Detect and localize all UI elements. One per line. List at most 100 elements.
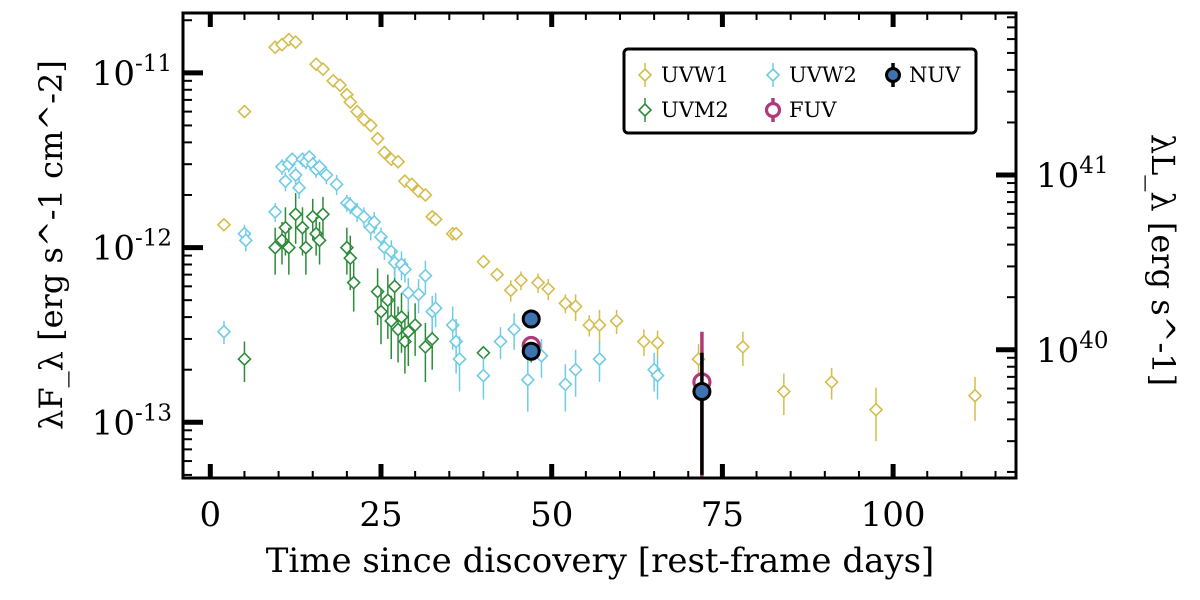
plot-area xyxy=(216,32,983,478)
point-uvm2-0 xyxy=(237,351,252,367)
point-uvw2-3 xyxy=(268,204,283,220)
point-uvw2-19 xyxy=(343,197,358,213)
series-nuv xyxy=(521,309,712,475)
point-uvm2-7 xyxy=(298,240,314,255)
legend-label-uvm2: UVM2 xyxy=(661,98,729,122)
point-uvw1-5 xyxy=(288,34,303,50)
point-uvw2-2 xyxy=(238,233,253,248)
legend-label-uvw1: UVW1 xyxy=(661,63,729,87)
point-nuv-0 xyxy=(521,309,541,329)
point-uvm2-13 xyxy=(343,251,358,266)
point-uvw1-9 xyxy=(332,78,348,93)
x-tick-label: 50 xyxy=(530,495,573,535)
point-uvw2-0 xyxy=(216,324,232,339)
point-uvm2-23 xyxy=(401,324,416,339)
point-uvw2-40 xyxy=(507,322,522,337)
legend-label-nuv: NUV xyxy=(909,63,961,87)
point-uvm2-19 xyxy=(387,279,402,294)
x-tick-label: 75 xyxy=(701,495,744,535)
series-uvw2 xyxy=(216,149,710,412)
point-uvw2-41 xyxy=(520,372,535,387)
point-uvw2-23 xyxy=(367,214,382,230)
point-uvw1-15 xyxy=(370,131,385,146)
point-uvm2-12 xyxy=(339,240,355,255)
point-uvw1-37 xyxy=(609,313,624,329)
point-uvw2-17 xyxy=(329,177,344,192)
point-uvm2-15 xyxy=(370,284,385,299)
point-uvw2-39 xyxy=(493,334,508,349)
y-axis-label-right: λL_λ [erg s^-1] xyxy=(1144,134,1182,386)
legend-marker-nuv xyxy=(885,67,901,83)
point-uvm2-26 xyxy=(425,331,440,347)
point-uvw2-30 xyxy=(401,285,416,301)
point-uvw1-7 xyxy=(315,61,331,77)
point-uvw1-0 xyxy=(216,217,232,232)
x-axis-label: Time since discovery [rest-frame days] xyxy=(266,541,935,581)
point-uvw2-44 xyxy=(568,362,583,377)
point-uvw1-32 xyxy=(541,281,556,297)
point-uvw1-30 xyxy=(513,273,529,288)
point-uvw1-34 xyxy=(568,299,583,314)
point-uvw1-22 xyxy=(418,187,433,203)
x-tick-label: 25 xyxy=(359,495,402,535)
point-uvw1-26 xyxy=(448,226,464,241)
point-uvw1-14 xyxy=(363,118,378,133)
point-uvw2-36 xyxy=(448,334,464,349)
point-uvm2-18 xyxy=(384,313,399,329)
point-uvw2-37 xyxy=(452,351,467,367)
point-nuv-2 xyxy=(692,382,712,402)
series-fuv xyxy=(521,331,712,478)
point-uvm2-5 xyxy=(288,207,303,222)
series-uvm2 xyxy=(237,193,539,383)
legend-marker-uvm2 xyxy=(637,102,653,118)
y-axis-label-left: λF_λ [erg s^-1 cm^-2] xyxy=(32,60,70,430)
point-uvm2-11 xyxy=(315,207,331,222)
point-uvw1-12 xyxy=(349,104,365,119)
point-uvw2-16 xyxy=(319,167,334,183)
point-uvw2-21 xyxy=(356,209,372,224)
point-uvm2-4 xyxy=(281,240,296,255)
y-tick-label-left: 10-11 xyxy=(92,51,172,94)
point-uvw1-43 xyxy=(824,374,839,390)
point-uvm2-3 xyxy=(278,220,293,235)
point-uvw1-31 xyxy=(530,275,546,290)
point-uvw1-38 xyxy=(636,334,652,349)
point-uvw1-18 xyxy=(390,154,406,169)
y-tick-label-right: 1040 xyxy=(1036,328,1109,371)
point-uvw1-44 xyxy=(868,402,884,417)
point-uvm2-6 xyxy=(295,220,310,235)
point-uvw1-42 xyxy=(776,384,791,399)
point-uvm2-8 xyxy=(305,209,320,224)
point-uvw1-39 xyxy=(650,335,665,350)
y-tick-label-left: 10-12 xyxy=(92,226,172,269)
series-uvw1 xyxy=(216,32,983,442)
point-uvw1-35 xyxy=(582,317,597,333)
point-uvm2-24 xyxy=(408,317,423,333)
point-uvm2-10 xyxy=(312,233,327,248)
point-uvw2-29 xyxy=(397,262,413,277)
point-uvw1-36 xyxy=(592,317,607,333)
point-uvw2-34 xyxy=(428,301,443,316)
point-uvw1-41 xyxy=(735,339,751,355)
point-uvw2-31 xyxy=(411,287,426,302)
point-uvw2-32 xyxy=(418,268,433,283)
point-uvw2-45 xyxy=(592,351,607,367)
point-uvm2-17 xyxy=(380,293,395,308)
legend: UVW1 UVM2 UVW2 FUV NUV xyxy=(622,47,978,135)
point-uvw2-15 xyxy=(312,159,327,174)
point-uvw1-45 xyxy=(967,388,983,403)
point-uvm2-1 xyxy=(268,240,283,255)
legend-marker-fuv xyxy=(764,101,782,119)
point-uvw1-29 xyxy=(503,283,518,298)
point-uvw1-24 xyxy=(428,212,443,227)
point-uvw2-24 xyxy=(373,229,389,245)
point-uvw1-1 xyxy=(237,104,252,119)
point-uvw2-8 xyxy=(288,167,303,183)
point-uvw2-6 xyxy=(278,174,293,189)
point-uvm2-16 xyxy=(373,304,389,319)
y-tick-label-right: 1041 xyxy=(1036,153,1109,196)
x-tick-label: 100 xyxy=(861,495,926,535)
point-uvw2-7 xyxy=(285,152,300,167)
point-uvw2-9 xyxy=(291,180,307,195)
